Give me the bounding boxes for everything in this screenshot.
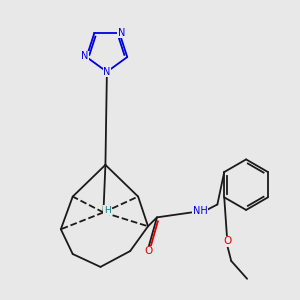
Text: NH: NH: [193, 206, 207, 216]
Text: N: N: [118, 28, 125, 38]
Text: H: H: [103, 206, 110, 214]
Text: O: O: [223, 236, 231, 246]
Text: N: N: [103, 67, 111, 77]
Text: N: N: [81, 51, 88, 62]
Text: O: O: [144, 247, 152, 256]
